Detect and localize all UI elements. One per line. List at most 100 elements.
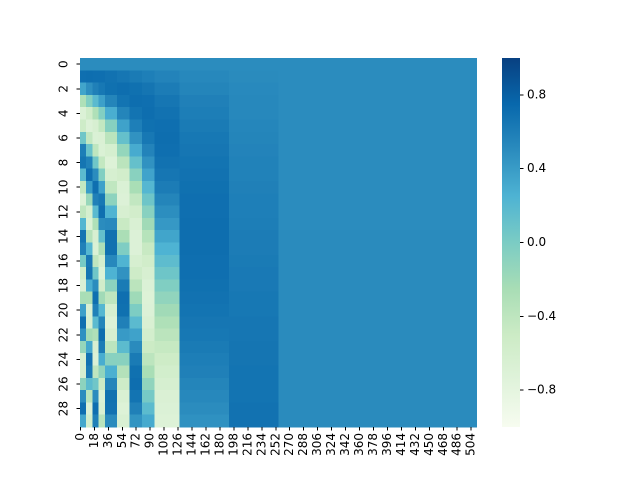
heatmap-cell bbox=[104, 230, 118, 243]
heatmap-cell bbox=[154, 242, 180, 256]
heatmap-cell bbox=[117, 131, 130, 145]
heatmap-cell bbox=[278, 328, 477, 342]
heatmap-cell bbox=[228, 390, 279, 403]
heatmap-cell bbox=[129, 242, 143, 256]
heatmap-cell bbox=[278, 58, 477, 71]
heatmap-cell bbox=[179, 82, 229, 96]
heatmap-cell bbox=[154, 390, 180, 403]
heatmap-cell bbox=[179, 279, 229, 293]
heatmap-cell bbox=[278, 254, 477, 268]
heatmap-cell bbox=[142, 414, 155, 428]
heatmap-cell bbox=[80, 58, 87, 71]
heatmap-cell bbox=[278, 70, 477, 84]
x-tick-label: 432 bbox=[408, 433, 422, 456]
heatmap-cell bbox=[117, 107, 130, 120]
heatmap-cell bbox=[80, 144, 87, 157]
heatmap-cell bbox=[80, 193, 87, 207]
heatmap-cell bbox=[92, 58, 99, 71]
heatmap-cell bbox=[228, 402, 279, 416]
heatmap-cell bbox=[278, 156, 477, 170]
heatmap-cell bbox=[179, 340, 229, 354]
heatmap-cell bbox=[98, 340, 105, 354]
heatmap-cell bbox=[98, 193, 105, 207]
heatmap-cell bbox=[104, 217, 118, 231]
colorbar-tick-label: 0.4 bbox=[527, 161, 546, 175]
heatmap-cell bbox=[142, 193, 155, 207]
heatmap-cell bbox=[86, 340, 93, 354]
heatmap-cell bbox=[104, 193, 118, 207]
heatmap-cell bbox=[154, 353, 180, 366]
heatmap-cell bbox=[278, 131, 477, 145]
heatmap-cell bbox=[117, 267, 130, 280]
x-tick-label: 36 bbox=[101, 433, 115, 448]
heatmap-cell bbox=[98, 156, 105, 170]
heatmap-cell bbox=[129, 70, 143, 84]
heatmap-cell bbox=[86, 217, 93, 231]
heatmap-cell bbox=[98, 70, 105, 84]
heatmap-cell bbox=[129, 181, 143, 194]
y-tick-label: 26 bbox=[57, 376, 71, 391]
heatmap-cell bbox=[154, 82, 180, 96]
x-tick-label: 216 bbox=[240, 433, 254, 456]
heatmap-cell bbox=[142, 205, 155, 219]
heatmap-cell bbox=[179, 402, 229, 416]
heatmap-cell bbox=[228, 107, 279, 120]
heatmap-cell bbox=[92, 254, 99, 268]
heatmap-cell bbox=[92, 402, 99, 416]
x-tick-label: 198 bbox=[226, 433, 240, 456]
heatmap-cell bbox=[104, 131, 118, 145]
heatmap-cell bbox=[179, 328, 229, 342]
x-tick-label: 414 bbox=[394, 433, 408, 456]
heatmap-cell bbox=[117, 217, 130, 231]
heatmap-cell bbox=[228, 267, 279, 280]
heatmap-cell bbox=[179, 217, 229, 231]
heatmap-cell bbox=[228, 144, 279, 157]
heatmap-cell bbox=[86, 267, 93, 280]
heatmap-cell bbox=[228, 291, 279, 305]
heatmap-cell bbox=[80, 205, 87, 219]
heatmap-cell bbox=[117, 181, 130, 194]
heatmap-cell bbox=[86, 181, 93, 194]
heatmap-cell bbox=[98, 217, 105, 231]
heatmap-cell bbox=[80, 279, 87, 293]
heatmap-cell bbox=[278, 365, 477, 379]
colorbar bbox=[502, 58, 520, 427]
heatmap-cell bbox=[117, 58, 130, 71]
heatmap-cell bbox=[92, 193, 99, 207]
heatmap-cell bbox=[117, 414, 130, 428]
colorbar-tick-label: 0.8 bbox=[527, 87, 546, 101]
x-tick-label: 504 bbox=[464, 433, 478, 456]
heatmap-cell bbox=[80, 107, 87, 120]
heatmap-cell bbox=[228, 414, 279, 428]
heatmap-cell bbox=[154, 205, 180, 219]
heatmap-cell bbox=[142, 365, 155, 379]
heatmap-cell bbox=[92, 230, 99, 243]
x-tick-label: 54 bbox=[115, 433, 129, 448]
heatmap-cell bbox=[179, 267, 229, 280]
heatmap-cell bbox=[228, 217, 279, 231]
heatmap-cell bbox=[92, 267, 99, 280]
heatmap-cell bbox=[86, 70, 93, 84]
heatmap-cell bbox=[129, 144, 143, 157]
heatmap-cell bbox=[179, 193, 229, 207]
heatmap-cell bbox=[228, 254, 279, 268]
heatmap-cell bbox=[179, 414, 229, 428]
heatmap-cell bbox=[278, 230, 477, 243]
heatmap-cell bbox=[278, 402, 477, 416]
heatmap-cell bbox=[278, 144, 477, 157]
heatmap-cell bbox=[98, 304, 105, 317]
heatmap-cell bbox=[117, 279, 130, 293]
heatmap-cell bbox=[98, 402, 105, 416]
heatmap-cell bbox=[228, 377, 279, 391]
heatmap-cell bbox=[104, 58, 118, 71]
heatmap-cell bbox=[80, 156, 87, 170]
heatmap-cell bbox=[142, 328, 155, 342]
heatmap-cell bbox=[129, 193, 143, 207]
heatmap-cell bbox=[117, 205, 130, 219]
heatmap-cell bbox=[92, 377, 99, 391]
heatmap-cell bbox=[228, 230, 279, 243]
heatmap-cell bbox=[154, 304, 180, 317]
y-tick-label: 28 bbox=[57, 401, 71, 416]
heatmap-cell bbox=[129, 414, 143, 428]
heatmap-cell bbox=[92, 291, 99, 305]
